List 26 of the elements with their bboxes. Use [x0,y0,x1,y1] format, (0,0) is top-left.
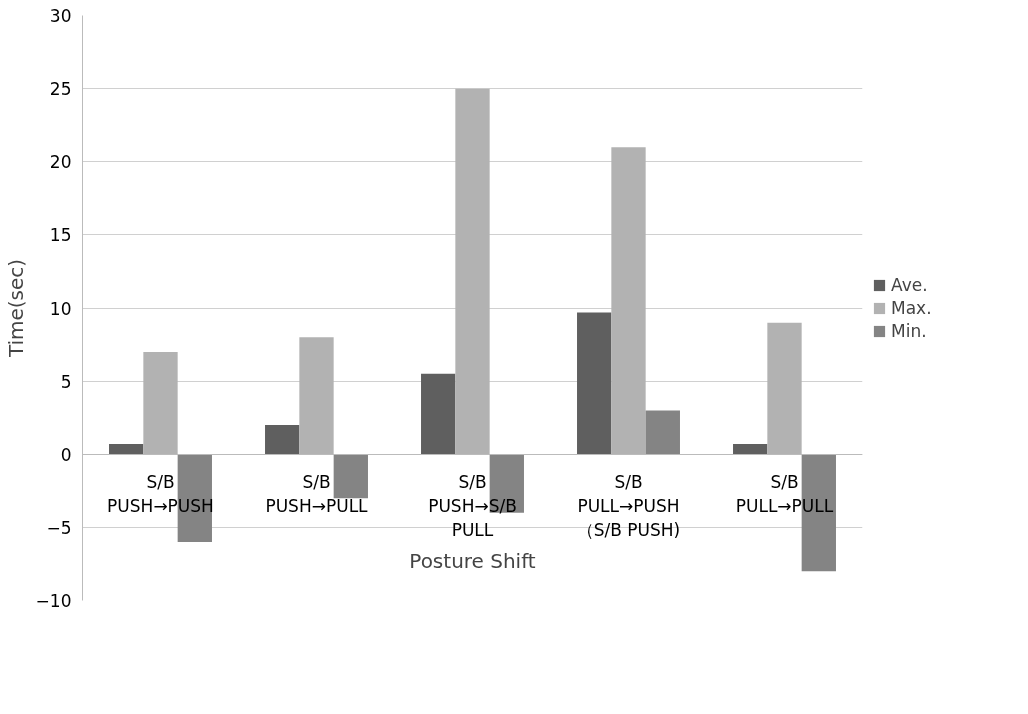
y-tick-label: −10 [35,591,72,611]
y-axis-title: Time(sec) [3,258,28,359]
x-axis-title: Posture Shift [409,548,536,573]
x-tick-label: S/B PUSH→S/B PULL [428,472,517,541]
legend-label: Max. [891,297,932,318]
legend-label: Min. [891,320,927,341]
bar [577,312,612,455]
y-tick-label: 30 [49,6,72,26]
bar [421,373,456,455]
x-tick-label: S/B PULL→PULL [735,472,834,517]
bar [109,444,144,455]
y-tick-label: −5 [46,517,72,538]
y-tick-label: 5 [60,371,72,392]
y-tick-label: 25 [49,79,72,100]
y-tick-label: 0 [60,444,72,465]
bar [333,454,368,499]
y-tick-label: 20 [49,152,72,173]
legend-label: Ave. [891,274,928,295]
bar [645,410,680,455]
x-tick-label: S/B PUSH→PULL [265,472,369,517]
bar [265,425,300,455]
bar [733,444,768,455]
y-tick-label: 10 [49,298,72,319]
y-tick-label: 15 [49,225,72,246]
x-tick-label: S/B PUSH→PUSH [107,472,214,517]
x-tick-label: S/B PULL→PUSH （S/B PUSH) [576,472,681,541]
